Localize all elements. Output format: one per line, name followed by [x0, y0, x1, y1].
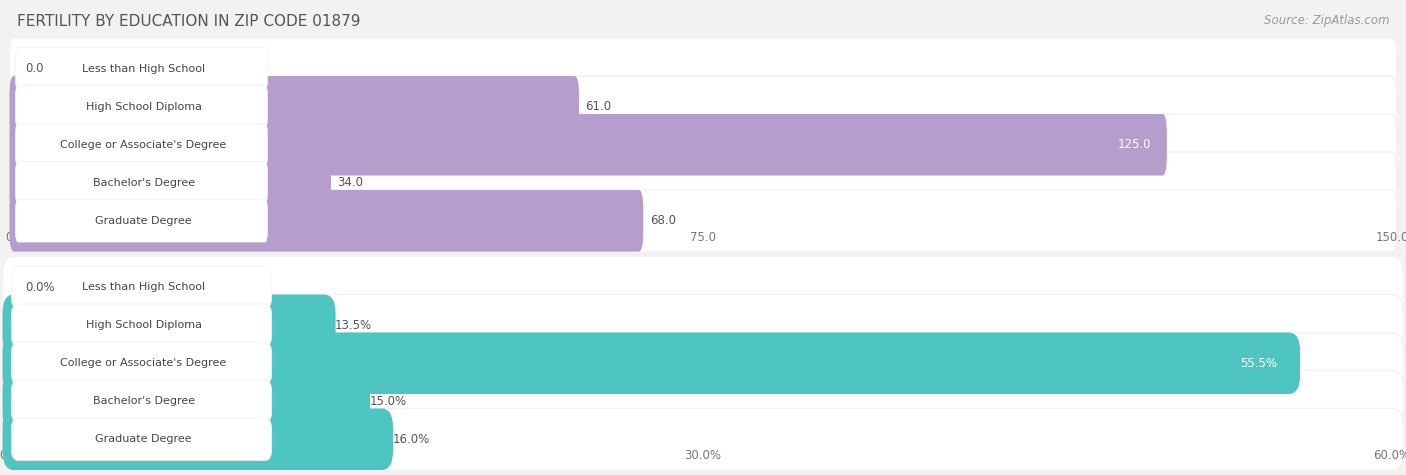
Text: Graduate Degree: Graduate Degree [96, 216, 191, 226]
FancyBboxPatch shape [15, 48, 267, 90]
Text: 13.5%: 13.5% [335, 319, 373, 332]
Text: 15.0%: 15.0% [370, 395, 406, 408]
Text: 68.0: 68.0 [650, 214, 676, 227]
FancyBboxPatch shape [15, 124, 267, 166]
FancyBboxPatch shape [11, 304, 271, 347]
FancyBboxPatch shape [10, 114, 1396, 176]
Text: 61.0: 61.0 [585, 100, 612, 113]
Text: College or Associate's Degree: College or Associate's Degree [60, 358, 226, 368]
FancyBboxPatch shape [15, 200, 267, 242]
Text: FERTILITY BY EDUCATION IN ZIP CODE 01879: FERTILITY BY EDUCATION IN ZIP CODE 01879 [17, 14, 360, 29]
FancyBboxPatch shape [3, 332, 1301, 394]
Text: High School Diploma: High School Diploma [86, 320, 201, 330]
FancyBboxPatch shape [11, 266, 271, 309]
Text: 0.0: 0.0 [25, 62, 44, 75]
Text: Bachelor's Degree: Bachelor's Degree [93, 178, 194, 188]
FancyBboxPatch shape [10, 152, 1396, 214]
FancyBboxPatch shape [10, 190, 644, 252]
Text: Graduate Degree: Graduate Degree [96, 434, 191, 444]
Text: 16.0%: 16.0% [392, 433, 430, 446]
FancyBboxPatch shape [3, 408, 394, 470]
FancyBboxPatch shape [10, 38, 1396, 100]
FancyBboxPatch shape [3, 256, 1403, 318]
FancyBboxPatch shape [15, 162, 267, 204]
Text: College or Associate's Degree: College or Associate's Degree [60, 140, 226, 150]
Text: 125.0: 125.0 [1118, 138, 1152, 151]
Text: Less than High School: Less than High School [82, 282, 205, 292]
Text: Bachelor's Degree: Bachelor's Degree [93, 396, 194, 406]
FancyBboxPatch shape [10, 114, 1167, 176]
FancyBboxPatch shape [11, 342, 271, 385]
Text: High School Diploma: High School Diploma [86, 102, 201, 112]
Text: 55.5%: 55.5% [1240, 357, 1278, 370]
FancyBboxPatch shape [10, 76, 579, 138]
FancyBboxPatch shape [3, 332, 1403, 394]
FancyBboxPatch shape [11, 418, 271, 461]
FancyBboxPatch shape [11, 380, 271, 423]
Text: 0.0%: 0.0% [25, 281, 55, 294]
Text: 34.0: 34.0 [337, 176, 363, 189]
FancyBboxPatch shape [3, 370, 1403, 432]
FancyBboxPatch shape [3, 294, 1403, 356]
FancyBboxPatch shape [3, 408, 1403, 470]
FancyBboxPatch shape [3, 294, 336, 356]
Text: Source: ZipAtlas.com: Source: ZipAtlas.com [1264, 14, 1389, 27]
FancyBboxPatch shape [15, 86, 267, 128]
FancyBboxPatch shape [10, 190, 1396, 252]
Text: Less than High School: Less than High School [82, 64, 205, 74]
FancyBboxPatch shape [10, 76, 1396, 138]
FancyBboxPatch shape [3, 370, 370, 432]
FancyBboxPatch shape [10, 152, 330, 214]
